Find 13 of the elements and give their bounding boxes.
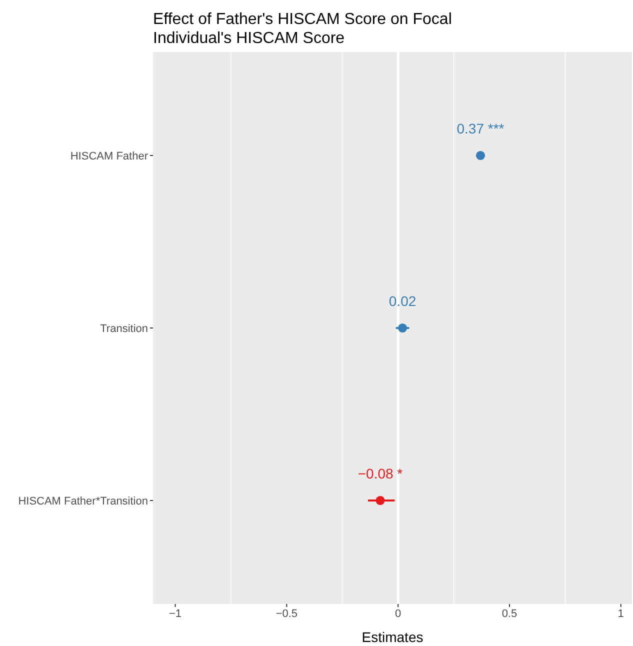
chart-title: Effect of Father's HISCAM Score on Focal Individual's HISCAM Score: [153, 10, 453, 49]
x-tick-label: −0.5: [276, 608, 298, 620]
y-tick-label: HISCAM Father*Transition: [18, 496, 148, 508]
x-tick-label: 1: [618, 608, 624, 620]
x-tick-label: 0.5: [502, 608, 518, 620]
x-axis-title: Estimates: [362, 629, 424, 645]
data-label: −0.08 *: [358, 466, 404, 482]
y-tick-label: Transition: [100, 323, 148, 335]
y-tick-label: HISCAM Father: [70, 150, 148, 162]
x-tick-label: −1: [169, 608, 182, 620]
x-tick-label: 0: [395, 608, 402, 620]
data-label: 0.37 ***: [456, 120, 505, 136]
data-label: 0.02: [388, 293, 416, 309]
